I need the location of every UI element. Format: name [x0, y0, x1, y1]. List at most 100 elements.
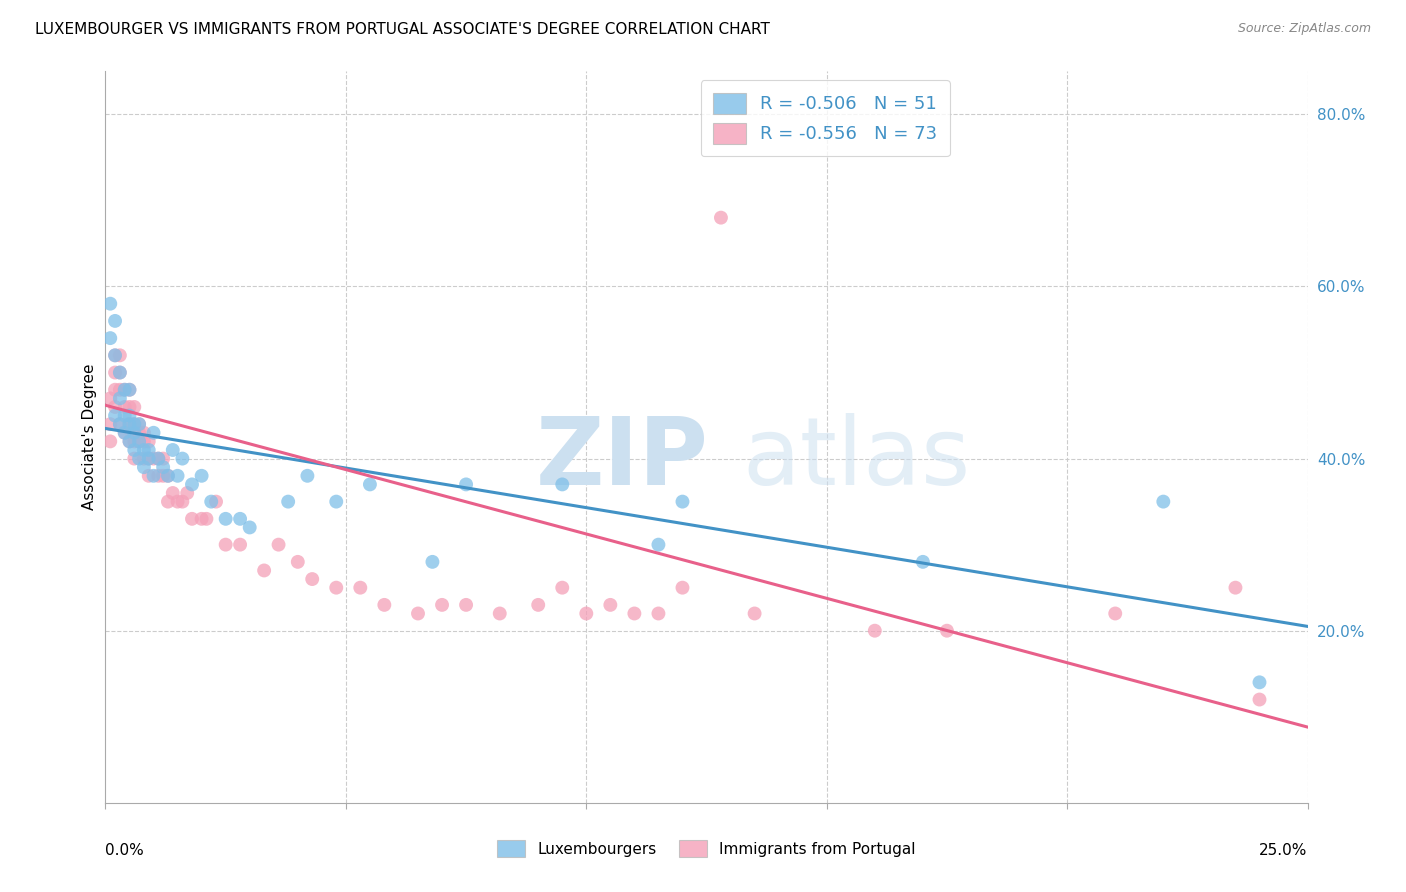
Point	[647, 607, 669, 621]
Point	[205, 494, 228, 508]
Point	[1225, 581, 1247, 595]
Point	[114, 425, 136, 440]
Point	[181, 512, 204, 526]
Point	[124, 451, 146, 466]
Point	[142, 468, 165, 483]
Point	[114, 400, 136, 414]
Point	[108, 417, 131, 432]
Point	[118, 383, 141, 397]
Point	[599, 598, 621, 612]
Point	[181, 477, 204, 491]
Point	[671, 581, 693, 595]
Point	[911, 555, 934, 569]
Point	[287, 555, 309, 569]
Point	[422, 555, 444, 569]
Point	[138, 442, 160, 457]
Point	[454, 477, 477, 491]
Point	[190, 468, 212, 483]
Point	[124, 434, 146, 449]
Point	[253, 564, 276, 578]
Point	[152, 460, 174, 475]
Point	[406, 607, 429, 621]
Point	[647, 538, 669, 552]
Point	[148, 451, 170, 466]
Y-axis label: Associate's Degree: Associate's Degree	[82, 364, 97, 510]
Point	[936, 624, 959, 638]
Point	[239, 520, 262, 534]
Point	[454, 598, 477, 612]
Point	[118, 383, 141, 397]
Point	[108, 392, 131, 406]
Point	[527, 598, 550, 612]
Point	[104, 383, 127, 397]
Point	[98, 434, 121, 449]
Point	[152, 468, 174, 483]
Point	[108, 366, 131, 380]
Point	[118, 434, 141, 449]
Point	[132, 460, 155, 475]
Point	[124, 417, 146, 432]
Point	[104, 400, 127, 414]
Point	[138, 468, 160, 483]
Point	[128, 434, 150, 449]
Point	[575, 607, 598, 621]
Point	[114, 409, 136, 423]
Legend: Luxembourgers, Immigrants from Portugal: Luxembourgers, Immigrants from Portugal	[489, 833, 924, 864]
Point	[744, 607, 766, 621]
Text: 0.0%: 0.0%	[105, 843, 145, 858]
Point	[104, 314, 127, 328]
Point	[229, 538, 252, 552]
Point	[195, 512, 218, 526]
Point	[488, 607, 510, 621]
Point	[138, 451, 160, 466]
Point	[128, 451, 150, 466]
Point	[118, 417, 141, 432]
Point	[229, 512, 252, 526]
Point	[172, 494, 194, 508]
Point	[118, 400, 141, 414]
Point	[152, 451, 174, 466]
Point	[277, 494, 299, 508]
Point	[325, 581, 347, 595]
Point	[1152, 494, 1174, 508]
Point	[373, 598, 395, 612]
Point	[166, 494, 188, 508]
Point	[190, 512, 212, 526]
Point	[132, 434, 155, 449]
Point	[430, 598, 453, 612]
Point	[297, 468, 319, 483]
Point	[863, 624, 886, 638]
Point	[132, 425, 155, 440]
Point	[124, 400, 146, 414]
Point	[114, 383, 136, 397]
Point	[124, 417, 146, 432]
Point	[132, 442, 155, 457]
Point	[166, 468, 188, 483]
Point	[142, 425, 165, 440]
Point	[128, 434, 150, 449]
Point	[551, 477, 574, 491]
Point	[710, 211, 733, 225]
Point	[551, 581, 574, 595]
Point	[156, 468, 179, 483]
Point	[132, 451, 155, 466]
Point	[176, 486, 198, 500]
Point	[349, 581, 371, 595]
Point	[162, 486, 184, 500]
Point	[104, 409, 127, 423]
Point	[124, 425, 146, 440]
Point	[98, 392, 121, 406]
Text: 25.0%: 25.0%	[1260, 843, 1308, 858]
Point	[267, 538, 290, 552]
Text: Source: ZipAtlas.com: Source: ZipAtlas.com	[1237, 22, 1371, 36]
Point	[118, 434, 141, 449]
Point	[104, 348, 127, 362]
Point	[128, 417, 150, 432]
Point	[124, 442, 146, 457]
Point	[156, 494, 179, 508]
Text: ZIP: ZIP	[536, 413, 709, 505]
Point	[98, 331, 121, 345]
Point	[118, 417, 141, 432]
Point	[301, 572, 323, 586]
Point	[142, 451, 165, 466]
